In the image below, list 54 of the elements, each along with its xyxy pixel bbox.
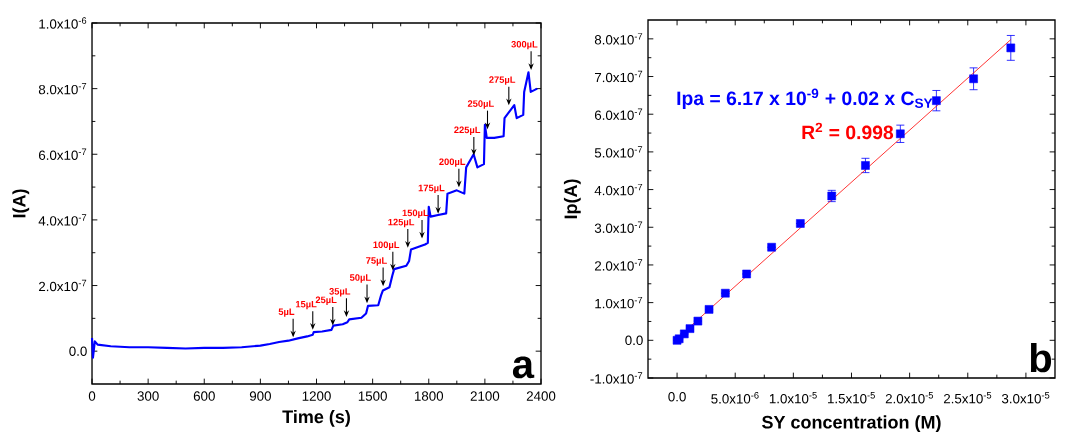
y-tick-label: 0.0: [69, 346, 87, 356]
y-tick-label: 4.0x10$^{-7}$: [594, 183, 643, 196]
y-tick-label: 1.0x10$^{-7}$: [595, 296, 643, 309]
annotation: 200µL: [439, 158, 466, 167]
annotation: R$^{2}$ = 0.998: [802, 122, 894, 140]
y-tick-label: 8.0x10$^{-7}$: [594, 33, 643, 45]
x-tick-label: 300: [137, 391, 159, 401]
y-axis-title: I(A): [12, 189, 30, 218]
x-tick-label: 0: [88, 391, 96, 401]
x-tick-label: 1.5x10$^{-5}$: [828, 392, 875, 404]
y-tick-label: -1.0x10$^{-7}$: [590, 372, 643, 384]
annotation: Ipa = 6.17 x 10$^{-9}$ + 0.02 x C$_{SY}$: [677, 88, 933, 109]
x-tick-label: 1500: [358, 391, 387, 401]
y-tick-label: 8.0x10$^{-7}$: [38, 82, 87, 95]
annotation: 250µL: [467, 100, 494, 109]
y-axis-title: Ip(A): [563, 179, 581, 219]
y-tick-label: 7.0x10$^{-7}$: [594, 70, 643, 83]
annotation: 5µL: [278, 308, 295, 317]
annotation: 25µL: [315, 296, 337, 306]
annotation: 15µL: [295, 300, 317, 310]
y-tick-label: 0.0: [625, 335, 643, 346]
x-tick-label: 2.0x10$^{-5}$: [885, 392, 934, 404]
x-tick-label: 900: [249, 391, 271, 401]
x-tick-label: 2.5x10$^{-5}$: [943, 392, 992, 404]
x-tick-label: 2100: [470, 391, 500, 401]
x-tick-label: 3.0x10$^{-5}$: [1001, 392, 1050, 404]
y-tick-label: 4.0x10$^{-7}$: [38, 214, 87, 226]
x-tick-label: 0.0: [668, 392, 686, 402]
y-tick-label: 2.0x10$^{-7}$: [38, 279, 87, 292]
annotation: a: [512, 356, 535, 379]
y-tick-label: 1.0x10$^{-6}$: [39, 17, 87, 29]
y-tick-label: 3.0x10$^{-7}$: [594, 221, 643, 233]
x-tick-label: 1800: [414, 391, 444, 401]
annotation: 125µL: [388, 218, 415, 228]
y-tick-label: 6.0x10$^{-7}$: [38, 148, 87, 160]
x-tick-label: 2400: [526, 391, 556, 401]
y-tick-label: 6.0x10$^{-7}$: [594, 108, 643, 120]
x-tick-label: 1.0x10$^{-5}$: [769, 392, 817, 404]
annotation: 75µL: [366, 257, 387, 266]
x-tick-label: 600: [193, 391, 215, 401]
x-tick-label: 1200: [302, 391, 331, 401]
annotation: 225µL: [454, 126, 481, 136]
y-tick-label: 2.0x10$^{-7}$: [594, 259, 643, 271]
x-axis-title: Time (s): [282, 409, 350, 427]
x-tick-label: 5.0x10$^{-6}$: [711, 392, 759, 404]
annotation: 50µL: [349, 274, 371, 283]
annotation: 175µL: [418, 184, 445, 194]
annotation: 100µL: [373, 241, 400, 250]
annotation: 275µL: [489, 76, 516, 85]
annotation: b: [1030, 342, 1052, 373]
y-tick-label: 5.0x10$^{-7}$: [594, 146, 643, 158]
x-axis-title: SY concentration (M): [762, 415, 941, 433]
annotation: 300µL: [511, 40, 538, 50]
annotation: 35µL: [329, 288, 351, 297]
